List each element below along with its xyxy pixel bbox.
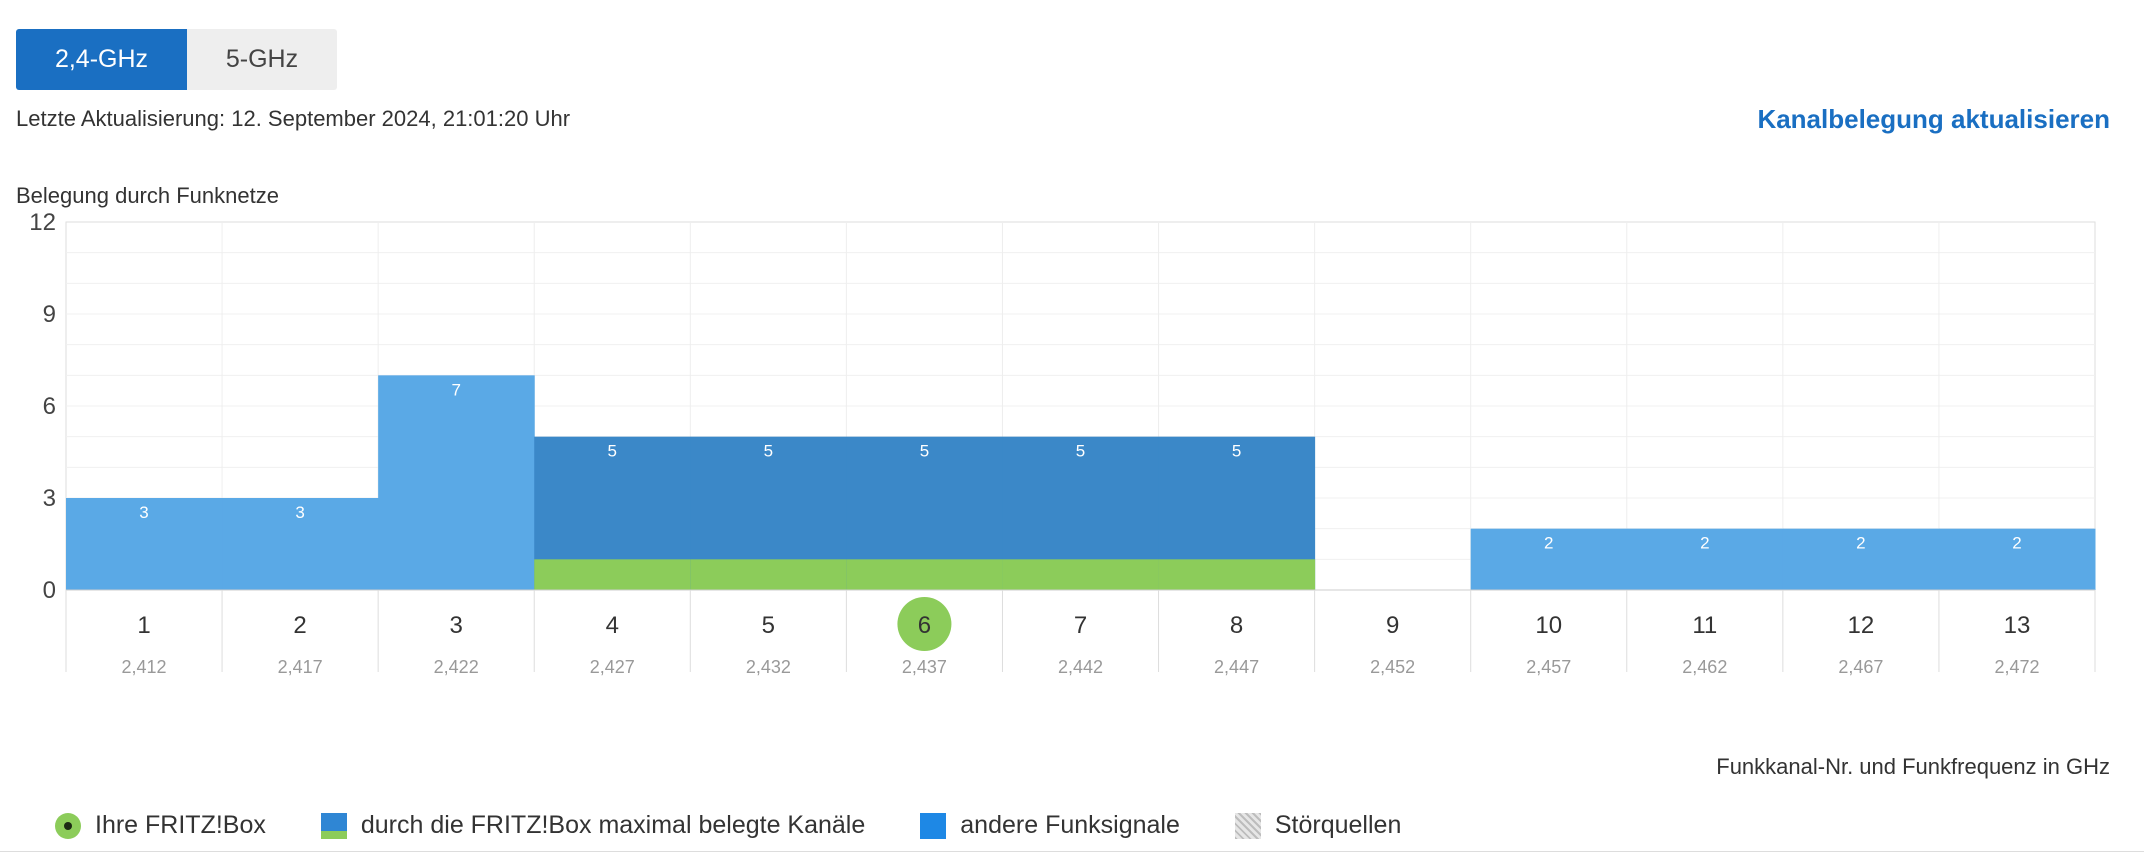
bar (66, 498, 223, 590)
max-channels-swatch-icon (320, 812, 347, 839)
fritzbox-band-bar (690, 559, 847, 590)
legend-label-max-channels: durch die FRITZ!Box maximal belegte Kanä… (360, 811, 866, 839)
interference-swatch-icon (1234, 812, 1261, 839)
x-tick-label: 10 (1535, 612, 1562, 639)
frequency-label: 2,442 (1058, 657, 1103, 677)
y-tick-label: 0 (43, 577, 56, 604)
frequency-label: 2,447 (1214, 657, 1259, 677)
frequency-label: 2,417 (278, 657, 323, 677)
frequency-label: 2,472 (1994, 657, 2039, 677)
chart-title: Belegung durch Funknetze (16, 183, 279, 208)
bar (222, 498, 379, 590)
frequency-label: 2,412 (122, 657, 167, 677)
bar-data-label: 3 (139, 503, 148, 522)
x-tick-label: 13 (2004, 612, 2031, 639)
bar-data-label: 2 (1544, 534, 1553, 553)
x-tick-label: 6 (918, 612, 931, 639)
fritzbox-channel-marker-icon (897, 597, 952, 651)
bottom-divider (0, 851, 2144, 852)
legend-item-other-signals: andere Funksignale (920, 811, 1180, 840)
x-axis-caption: Funkkanal-Nr. und Funkfrequenz in GHz (1716, 754, 2110, 779)
legend-item-fritzbox: Ihre FRITZ!Box (55, 811, 266, 840)
band-tabs: 2,4-GHz 5-GHz (16, 29, 337, 90)
bar-data-label: 7 (451, 380, 460, 399)
bar (1782, 528, 1940, 590)
x-tick-label: 3 (450, 612, 463, 639)
bar-data-label: 5 (608, 442, 617, 461)
bar (1470, 528, 1628, 590)
frequency-label: 2,457 (1526, 657, 1571, 677)
frequency-label: 2,427 (590, 657, 635, 677)
frequency-label: 2,452 (1370, 657, 1415, 677)
bar (1938, 528, 2096, 590)
frequency-label: 2,467 (1838, 657, 1883, 677)
x-tick-label: 8 (1230, 612, 1243, 639)
frequency-label: 2,437 (902, 657, 947, 677)
bar-data-label: 2 (1856, 534, 1865, 553)
x-tick-label: 2 (293, 612, 306, 639)
last-update-text: Letzte Aktualisierung: 12. September 202… (16, 106, 571, 131)
other-signals-swatch-icon (920, 812, 947, 839)
x-tick-label: 11 (1692, 612, 1717, 639)
x-tick-label: 9 (1386, 612, 1399, 639)
y-tick-label: 3 (43, 485, 56, 512)
x-tick-label: 1 (137, 612, 150, 639)
bar-data-label: 2 (1700, 534, 1709, 553)
bar-data-label: 3 (295, 503, 304, 522)
x-tick-label: 5 (762, 612, 775, 639)
fritzbox-band-bar (1002, 559, 1160, 590)
legend-label-fritzbox: Ihre FRITZ!Box (95, 811, 266, 839)
tab-5-ghz[interactable]: 5-GHz (187, 29, 337, 90)
y-tick-label: 9 (43, 301, 56, 328)
frequency-label: 2,462 (1682, 657, 1727, 677)
legend-label-other-signals: andere Funksignale (960, 811, 1180, 839)
y-tick-label: 12 (29, 210, 56, 236)
bar-data-label: 5 (1232, 442, 1241, 461)
fritzbox-band-bar (846, 559, 1003, 590)
x-tick-label: 12 (1848, 612, 1875, 639)
legend: Ihre FRITZ!Box durch die FRITZ!Box maxim… (55, 811, 1456, 840)
bar-data-label: 2 (2012, 534, 2021, 553)
frequency-label: 2,432 (746, 657, 791, 677)
fritzbox-dot-icon (55, 812, 81, 839)
tab-2-4-ghz[interactable]: 2,4-GHz (16, 29, 187, 90)
y-tick-label: 6 (43, 393, 56, 420)
bar (1626, 528, 1784, 590)
x-tick-label: 7 (1074, 612, 1087, 639)
legend-label-interference: Störquellen (1274, 811, 1402, 839)
x-tick-label: 4 (606, 612, 619, 639)
fritzbox-band-bar (534, 559, 691, 590)
legend-item-interference: Störquellen (1234, 811, 1402, 840)
bar-data-label: 5 (920, 442, 929, 461)
bar (378, 375, 535, 590)
bar-data-label: 5 (1076, 442, 1085, 461)
bar-data-label: 5 (764, 442, 773, 461)
refresh-channel-usage-link[interactable]: Kanalbelegung aktualisieren (1757, 104, 2110, 134)
channel-usage-chart: 0 3 6 9 12 3 3 7 5 5 5 5 5 2 2 2 2 1 2,412 2 2,417 3 2,422 4 2,4… (29, 210, 2096, 677)
fritzbox-band-bar (1158, 559, 1316, 590)
frequency-label: 2,422 (434, 657, 479, 677)
legend-item-max-channels: durch die FRITZ!Box maximal belegte Kanä… (320, 811, 866, 840)
